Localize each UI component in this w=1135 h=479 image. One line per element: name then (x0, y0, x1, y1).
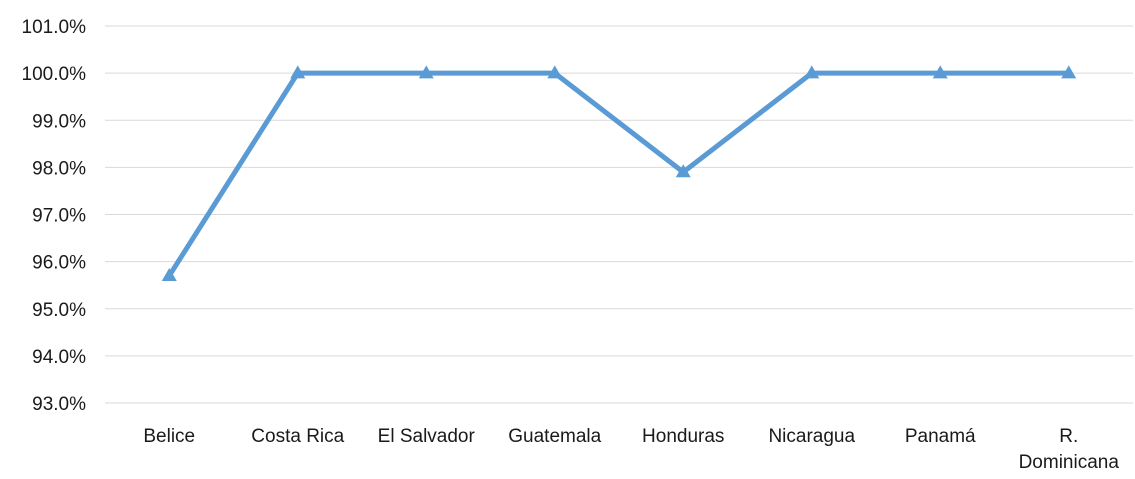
y-tick-label: 101.0% (22, 17, 87, 38)
x-tick-label: Nicaragua (768, 426, 855, 447)
x-axis-tick-labels: Belice Costa Rica El Salvador Guatemala Hond… (143, 426, 1119, 473)
x-tick-label: Guatemala (508, 426, 601, 447)
x-tick-label: Costa Rica (251, 426, 344, 447)
y-tick-label: 95.0% (32, 300, 86, 321)
x-tick-label: R. Dominicana (1019, 426, 1120, 473)
data-point-marker (418, 65, 434, 79)
series-line (166, 70, 1072, 279)
x-tick-label: El Salvador (378, 426, 476, 447)
data-point-marker (161, 267, 177, 281)
y-tick-label: 100.0% (22, 64, 87, 85)
x-tick-label: Honduras (642, 426, 724, 447)
y-tick-label: 98.0% (32, 158, 86, 179)
gridlines (105, 25, 1133, 404)
y-tick-label: 93.0% (32, 394, 86, 415)
y-axis-tick-labels: 93.0% 94.0% 95.0% 96.0% 97.0% 98.0% 99.0% 100.0… (22, 17, 87, 415)
data-series (161, 65, 1077, 281)
y-tick-label: 99.0% (32, 111, 86, 132)
y-tick-label: 96.0% (32, 253, 86, 274)
x-tick-label: Belice (143, 426, 195, 447)
data-point-marker (1061, 65, 1077, 79)
data-point-marker (290, 65, 306, 79)
data-point-marker (804, 65, 820, 79)
y-tick-label: 97.0% (32, 206, 86, 227)
data-point-marker (932, 65, 948, 79)
y-tick-label: 94.0% (32, 347, 86, 368)
x-tick-label: Panamá (905, 426, 976, 447)
data-point-marker (547, 65, 563, 79)
data-point-marker (675, 164, 691, 178)
